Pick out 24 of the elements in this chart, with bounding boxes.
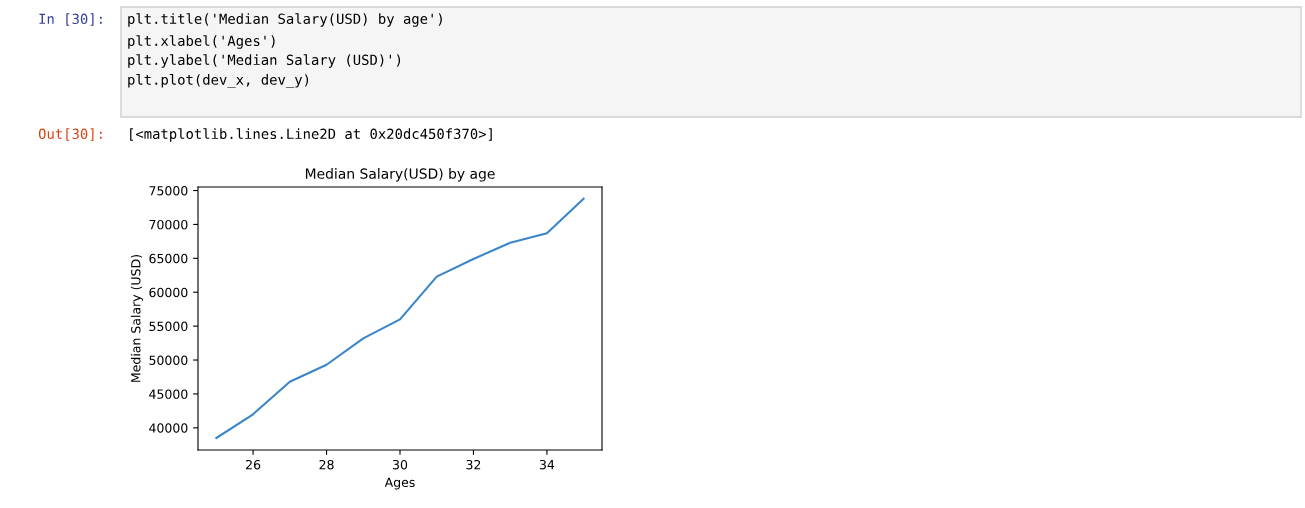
x-tick-label: 28 xyxy=(319,459,334,470)
text: plt.xlabel('Ages') xyxy=(128,35,275,49)
text: plt.ylabel('Median Salary (USD)') xyxy=(128,54,401,68)
y-tick-label: 50000 xyxy=(149,355,188,365)
y-tick-label: 55000 xyxy=(149,321,188,332)
x-tick-label: 32 xyxy=(466,459,481,470)
y-tick-label: 70000 xyxy=(149,219,188,230)
text: [<matplotlib.lines.Line2D at 0x20dc450f370>] xyxy=(130,128,492,142)
x-tick-label: 26 xyxy=(246,459,261,470)
x-axis-title: Ages xyxy=(384,477,415,490)
line-series xyxy=(215,197,585,440)
y-tick-label: 40000 xyxy=(149,423,188,433)
chart-title: Median Salary(USD) by age xyxy=(305,168,495,182)
x-tick-label: 30 xyxy=(393,459,408,470)
y-tick-label: 75000 xyxy=(149,186,188,196)
text: plt.title('Median Salary(USD) by age') xyxy=(128,13,442,27)
y-tick-label: 60000 xyxy=(149,287,188,298)
y-axis-title: Median Salary (USD) xyxy=(130,255,143,382)
y-tick-label: 65000 xyxy=(149,253,188,264)
x-tick-label: 34 xyxy=(539,459,555,470)
y-tick-label: 45000 xyxy=(149,389,188,399)
text: plt.plot(dev_x, dev_y) xyxy=(128,74,309,88)
text: In [30]: xyxy=(39,13,102,26)
text: Out[30]: xyxy=(38,128,102,141)
